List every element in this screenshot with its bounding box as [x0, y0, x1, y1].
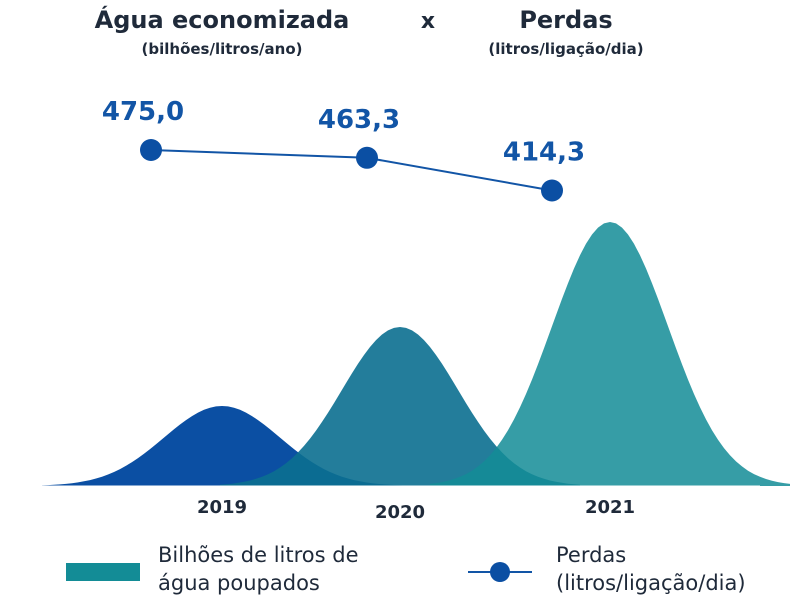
area-value-label-2021: 39,0 — [505, 264, 569, 294]
legend-area-label-line2: água poupados — [158, 571, 320, 595]
chart-header: Água economizada (bilhões/litros/ano) x … — [95, 5, 644, 58]
legend-area-swatch — [66, 563, 140, 581]
legend-area-label-line1: Bilhões de litros de — [158, 543, 358, 567]
perdas-line — [150, 149, 553, 192]
perdas-value-label-2020: 463,3 — [318, 105, 400, 135]
legend-line-label-line1: Perdas — [556, 543, 626, 567]
legend-line-label-line2: (litros/ligação/dia) — [556, 571, 746, 595]
line-series: 475,0 463,3 414,3 — [102, 97, 585, 202]
legend-line-marker — [490, 562, 510, 582]
legend: Bilhões de litros de água poupados Perda… — [66, 543, 746, 595]
x-axis-ticks: 2019 2020 2021 — [197, 497, 635, 523]
perdas-value-label-2021: 414,3 — [503, 138, 585, 168]
left-title: Água economizada — [95, 5, 350, 34]
x-tick-2020: 2020 — [375, 502, 425, 523]
title-separator: x — [421, 9, 435, 34]
x-tick-2019: 2019 — [197, 497, 247, 518]
perdas-marker-2021 — [541, 179, 563, 202]
perdas-marker-2019 — [140, 139, 162, 161]
area-bell-2021 — [430, 222, 790, 486]
right-subtitle: (litros/ligação/dia) — [488, 40, 643, 58]
area-bell-2020 — [220, 327, 580, 486]
right-title: Perdas — [519, 6, 612, 34]
perdas-marker-2020 — [356, 146, 378, 169]
area-series: 39,0 — [42, 222, 790, 486]
x-tick-2021: 2021 — [585, 497, 635, 518]
perdas-value-label-2019: 475,0 — [102, 97, 184, 127]
left-subtitle: (bilhões/litros/ano) — [142, 40, 303, 58]
